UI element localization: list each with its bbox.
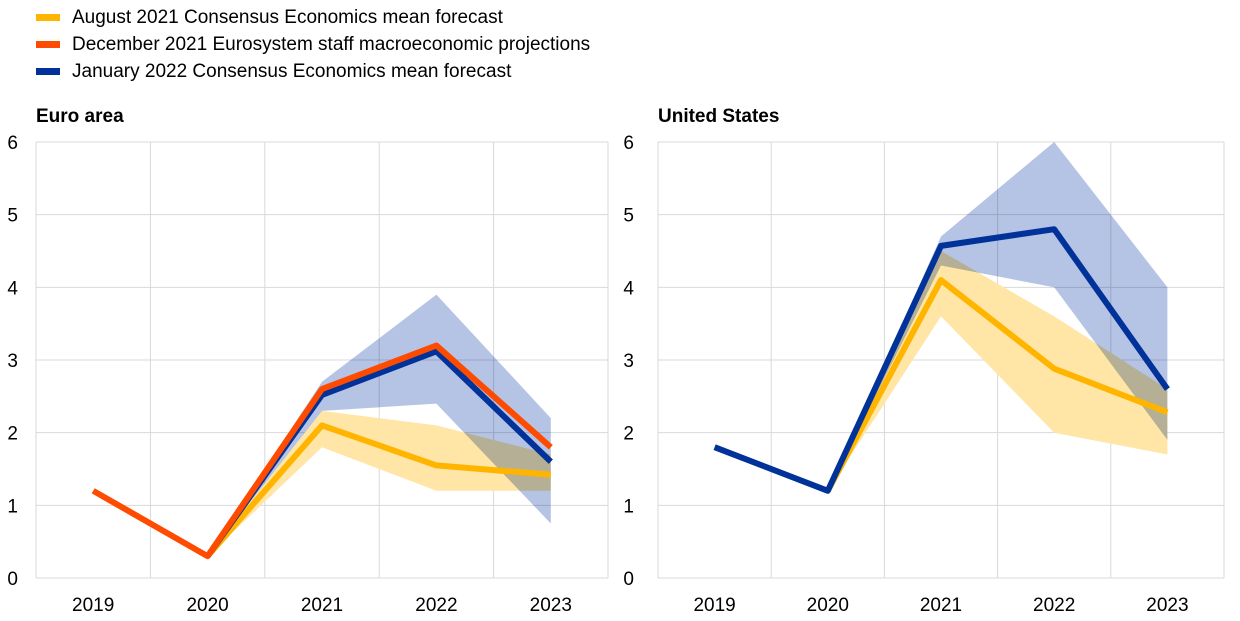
y-tick-label-euro-area-5: 5 (7, 206, 18, 227)
legend-label-january: January 2022 Consensus Economics mean fo… (72, 60, 512, 82)
series-line-euro-area-0 (205, 422, 552, 559)
y-tick-label-united-states-6: 6 (623, 133, 634, 154)
legend-label-august: August 2021 Consensus Economics mean for… (72, 6, 503, 28)
series-line-euro-area-2 (91, 342, 553, 560)
y-tick-label-united-states-2: 2 (623, 424, 634, 445)
band-united-states-1 (827, 142, 1168, 491)
x-tick-label-united-states-2022: 2022 (1033, 595, 1075, 616)
band-euro-area-1 (207, 294, 551, 557)
chart-euro-area: 0 1 2 3 4 5 6 2019 2020 2021 2022 2023 (7, 133, 609, 616)
legend-label-december: December 2021 Eurosystem staff macroecon… (72, 33, 591, 55)
y-tick-label-euro-area-0: 0 (7, 569, 18, 590)
x-tick-label-euro-area-2023: 2023 (530, 595, 572, 616)
chart-title-euro-area: Euro area (36, 106, 124, 127)
x-tick-label-united-states-2021: 2021 (920, 595, 962, 616)
chart-united-states: 0 1 2 3 4 5 6 2019 2020 2021 2022 2023 (623, 133, 1225, 616)
legend-swatch-august (36, 14, 60, 21)
x-tick-label-united-states-2023: 2023 (1146, 595, 1188, 616)
x-tick-label-euro-area-2019: 2019 (72, 595, 114, 616)
legend-swatch-january (36, 68, 60, 75)
series-line-united-states-1 (713, 226, 1170, 494)
legend: August 2021 Consensus Economics mean for… (36, 4, 590, 85)
y-tick-label-euro-area-1: 1 (7, 496, 18, 517)
y-tick-label-united-states-4: 4 (623, 278, 634, 299)
series-line-united-states-0 (825, 277, 1169, 493)
chart-title-united-states: United States (658, 106, 780, 127)
x-tick-label-euro-area-2022: 2022 (415, 595, 457, 616)
y-tick-label-united-states-0: 0 (623, 569, 634, 590)
x-tick-label-euro-area-2020: 2020 (186, 595, 228, 616)
x-tick-label-united-states-2020: 2020 (807, 595, 849, 616)
x-tick-label-united-states-2019: 2019 (693, 595, 735, 616)
legend-item-january: January 2022 Consensus Economics mean fo… (36, 58, 590, 85)
y-tick-label-euro-area-6: 6 (7, 133, 18, 154)
y-tick-label-euro-area-3: 3 (7, 351, 18, 372)
legend-swatch-december (36, 41, 60, 48)
y-tick-label-euro-area-2: 2 (7, 424, 18, 445)
legend-item-august: August 2021 Consensus Economics mean for… (36, 4, 590, 31)
y-tick-label-united-states-5: 5 (623, 206, 634, 227)
y-tick-label-euro-area-4: 4 (7, 278, 18, 299)
y-tick-label-united-states-3: 3 (623, 351, 634, 372)
legend-item-december: December 2021 Eurosystem staff macroecon… (36, 31, 590, 58)
y-tick-label-united-states-1: 1 (623, 496, 634, 517)
x-tick-label-euro-area-2021: 2021 (301, 595, 343, 616)
